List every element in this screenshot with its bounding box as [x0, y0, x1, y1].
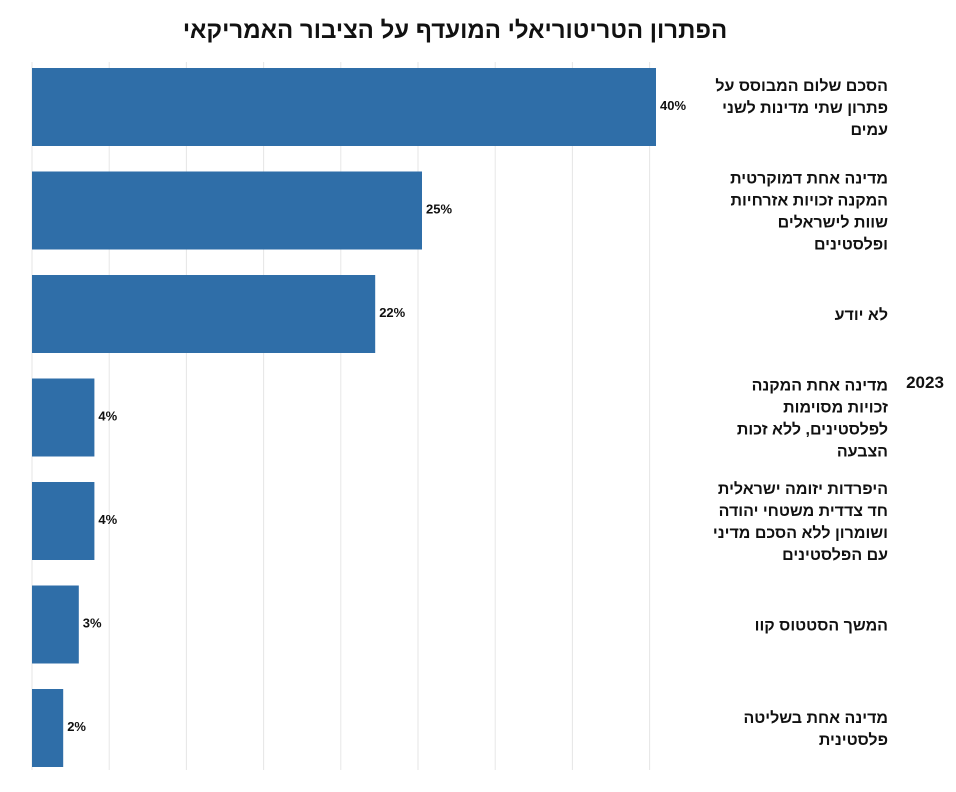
- bar: [32, 689, 64, 767]
- bar: [32, 585, 79, 664]
- category-label-line: לא יודע: [835, 306, 888, 324]
- data-label: 4%: [98, 512, 117, 527]
- category-label-line: המשך הסטטוס קוו: [755, 618, 888, 635]
- data-label: 25%: [426, 202, 452, 217]
- bar: [32, 482, 95, 560]
- category-label: הסכם שלום המבוסס על פתרון שתי מדינות לשני…: [715, 77, 888, 139]
- data-label: 4%: [98, 409, 117, 424]
- data-label: 22%: [379, 305, 405, 320]
- bar: [32, 275, 376, 353]
- category-label-line: הצבעה: [837, 444, 888, 461]
- category-label-line: לפלסטינים, ללא זכות: [737, 421, 888, 439]
- grid-lines: [31, 62, 651, 770]
- category-label-line: עם הפלסטינים: [782, 546, 888, 564]
- category-label-line: חד צדדית משטחי יהודה: [719, 503, 888, 520]
- category-label-line: היפרדות יזומה ישראלית: [718, 480, 888, 498]
- category-label: לא יודע: [835, 306, 888, 324]
- category-label-line: הסכם שלום המבוסס על: [715, 77, 888, 95]
- bars: 40% הסכם שלום המבוסס על פתרון שתי מדינות ל…: [32, 68, 888, 767]
- category-label-line: ופלסטינים: [814, 236, 888, 254]
- bar: [32, 378, 95, 457]
- category-label-line: המקנה זכויות אזרחיות: [730, 193, 888, 210]
- category-label-line: מדינה אחת המקנה: [752, 378, 888, 395]
- data-label: 40%: [660, 98, 686, 113]
- category-label: מדינה אחת דמוקרטית המקנה זכויות אזרחיות שו…: [730, 171, 888, 254]
- category-label: מדינה אחת המקנה זכויות מסוימות לפלסטינים, …: [737, 378, 888, 461]
- category-label-line: פלסטינית: [819, 731, 888, 749]
- data-label: 3%: [83, 616, 102, 631]
- category-label: מדינה אחת בשליטה פלסטינית: [743, 709, 888, 749]
- bar: [32, 68, 656, 146]
- category-label-line: פתרון שתי מדינות לשני: [722, 99, 888, 117]
- chart-title: הפתרון הטריטוריאלי המועדף על הציבור האמר…: [183, 17, 727, 44]
- category-label-line: מדינה אחת דמוקרטית: [730, 171, 888, 188]
- category-label-line: עמים: [850, 122, 888, 139]
- category-label-line: ושומרון ללא הסכם מדיני: [713, 524, 888, 542]
- category-label: היפרדות יזומה ישראלית חד צדדית משטחי יהוד…: [713, 480, 888, 564]
- category-label-line: מדינה אחת בשליטה: [743, 709, 888, 727]
- data-label: 2%: [67, 719, 86, 734]
- category-label: המשך הסטטוס קוו: [755, 618, 888, 635]
- category-label-line: זכויות מסוימות: [783, 400, 888, 417]
- year-group-label: 2023: [906, 373, 944, 392]
- category-label-line: שוות לישראלים: [778, 214, 888, 232]
- bar: [32, 171, 422, 250]
